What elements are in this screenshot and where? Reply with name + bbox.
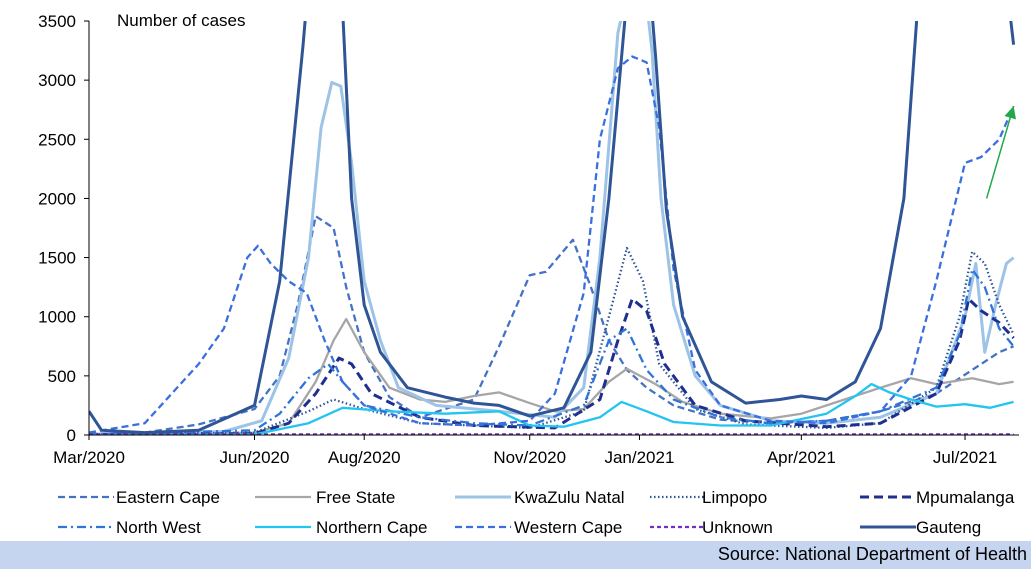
y-tick-label: 1500	[38, 249, 76, 268]
legend-label-north-west: North West	[116, 518, 201, 537]
x-tick-label: Jun/2020	[220, 448, 290, 467]
legend: Eastern Cape Free State KwaZulu Natal Limpo…	[58, 488, 1015, 537]
legend-label-eastern-cape: Eastern Cape	[116, 488, 220, 507]
x-tick-label: Aug/2020	[328, 448, 401, 467]
legend-label-northern-cape: Northern Cape	[316, 518, 428, 537]
legend-label-free-state: Free State	[316, 488, 395, 507]
legend-label-unknown: Unknown	[702, 518, 773, 537]
series-line-kwazulu-natal	[89, 21, 1015, 435]
x-tick-label: Mar/2020	[53, 448, 125, 467]
x-tick-label: Jul/2021	[933, 448, 997, 467]
legend-label-kwazulu-natal: KwaZulu Natal	[514, 488, 625, 507]
trend-arrow-line	[985, 105, 1015, 199]
source-bar: Source: National Department of Health	[0, 541, 1031, 569]
x-tick-label: Apr/2021	[767, 448, 836, 467]
y-tick-label: 3500	[38, 12, 76, 31]
source-text: Source: National Department of Health	[717, 544, 1027, 564]
legend-label-limpopo: Limpopo	[702, 488, 767, 507]
series-line-north-west	[89, 268, 1015, 435]
series-line-eastern-cape	[89, 215, 1015, 435]
y-tick-label: 500	[48, 367, 76, 386]
y-tick-label: 0	[67, 426, 76, 445]
trend-arrow-head	[1004, 106, 1016, 120]
x-tick-label: Nov/2020	[493, 448, 566, 467]
legend-label-gauteng: Gauteng	[916, 518, 981, 537]
y-tick-label: 2500	[38, 130, 76, 149]
legend-label-mpumalanga: Mpumalanga	[916, 488, 1015, 507]
series-line-western-cape	[89, 55, 1015, 434]
series-line-mpumalanga	[89, 297, 1015, 435]
y-tick-label: 3000	[38, 71, 76, 90]
axes: 0 500 1000 1500 2000 2500 3000 3500 Mar/2020 Jun/…	[38, 11, 1019, 467]
x-tick-label: Jan/2021	[604, 448, 674, 467]
series-line-limpopo	[89, 246, 1015, 435]
legend-label-western-cape: Western Cape	[514, 518, 622, 537]
y-tick-label: 1000	[38, 308, 76, 327]
series-line-gauteng	[89, 21, 1016, 435]
y-axis-title: Number of cases	[117, 11, 246, 30]
plot-area	[89, 21, 1016, 435]
y-tick-label: 2000	[38, 189, 76, 208]
chart: 0 500 1000 1500 2000 2500 3000 3500 Mar/2020 Jun/…	[38, 11, 1019, 537]
